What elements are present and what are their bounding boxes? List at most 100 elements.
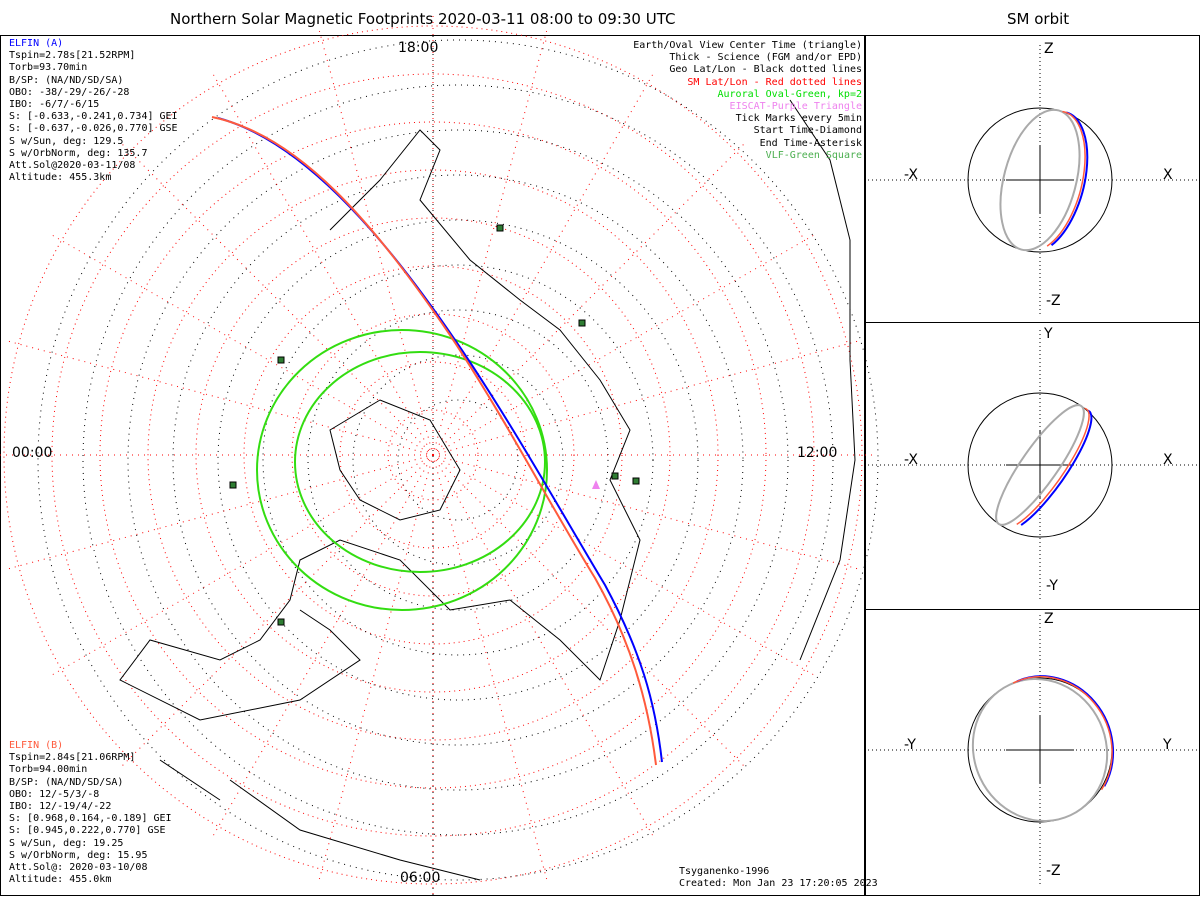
plot-title: Northern Solar Magnetic Footprints 2020-… [170, 10, 676, 28]
sm-lon-line [51, 454, 434, 676]
footer-model: Tsyganenko-1996 [679, 866, 770, 877]
elfin-a-line: S: [-0.637,-0.026,0.770] GSE [9, 123, 178, 135]
sm-lat-circle [243, 265, 623, 645]
time-label-bottom: 06:00 [400, 870, 441, 886]
elfin-a-orbit [1050, 111, 1089, 246]
eiscat-triangle [592, 480, 600, 489]
legend-item: Geo Lat/Lon - Black dotted lines [669, 64, 862, 76]
legend-item: End Time-Asterisk [759, 137, 862, 149]
sm-lon-line [432, 234, 815, 456]
geo-lat-circle [217, 219, 699, 701]
legend-item: Thick - Science (FGM and/or EPD) [669, 52, 862, 64]
sm-lat-circle [147, 169, 719, 741]
axis-label-left: -X [904, 452, 918, 468]
elfin-b-line: B/SP: (NA/ND/SD/SA) [9, 776, 124, 788]
coastlines [119, 99, 856, 881]
sm-lat-circle [51, 73, 815, 837]
sm-lon-line [7, 454, 434, 570]
sm-lon-line [212, 73, 434, 456]
elfin-b-line: IBO: 12/-19/4/-22 [9, 801, 112, 813]
sm-lon-line [318, 29, 434, 456]
coastline [119, 129, 641, 721]
geo-lat-circle [82, 84, 834, 836]
geo-lat-circle [307, 309, 609, 611]
elfin-b-line: S w/Sun, deg: 19.25 [9, 837, 124, 849]
geo-lat-circle [397, 399, 519, 521]
elfin-b-line: Tspin=2.84s[21.06RPM] [9, 752, 136, 764]
axis-label-left: -X [904, 167, 918, 183]
legend-item: EISCAT-Purple Triangle [729, 101, 862, 113]
sm-lon-line [318, 454, 434, 881]
elfin-a-line: Tspin=2.78s[21.52RPM] [9, 50, 136, 62]
sm-lat-circle [291, 313, 575, 597]
elfin-a-line: S w/OrbNorm, deg: 135.7 [9, 147, 148, 159]
sm-lat-circle [195, 217, 671, 693]
elfin-b-orbit [1012, 676, 1113, 791]
sm-lat-circle [339, 361, 527, 549]
geo-lat-circle [262, 264, 654, 656]
legend-item: VLF-Green Square [765, 149, 862, 161]
elfin-b-line: S: [0.945,0.222,0.770] GSE [9, 825, 166, 837]
legend: Earth/Oval View Center Time (triangle) Th… [633, 40, 862, 162]
time-label-right: 12:00 [797, 445, 838, 461]
elfin-b-info: ELFIN (B) Tspin=2.84s[21.06RPM] Torb=94.0… [9, 740, 172, 886]
legend-item: SM Lat/Lon - Red dotted lines [687, 76, 862, 88]
axis-label-top: Y [1044, 326, 1053, 342]
sm-lon-line [432, 454, 654, 837]
elfin-a-line: B/SP: (NA/ND/SD/SA) [9, 74, 124, 86]
coastline-east [789, 99, 856, 661]
elfin-a-line: IBO: -6/7/-6/15 [9, 99, 100, 111]
sm-lon-line [432, 454, 745, 767]
orbit-title: SM orbit [1007, 10, 1070, 28]
elfin-a-name: ELFIN (A) [9, 38, 64, 49]
legend-item: Earth/Oval View Center Time (triangle) [633, 40, 862, 51]
sm-lon-line [51, 234, 434, 456]
coastline-south [159, 759, 481, 881]
axis-label-left: -Y [904, 737, 916, 753]
elfin-a-line: Att.Sol@2020-03-11/08 [9, 160, 136, 172]
elfin-b-orbit [1016, 407, 1090, 526]
axis-label-bottom: -Z [1046, 293, 1061, 309]
auroral-ovals [256, 329, 548, 611]
axis-label-top: Z [1044, 611, 1054, 627]
elfin-a-line: OBO: -38/-29/-26/-28 [9, 86, 130, 98]
elfin-b-line: Torb=94.00min [9, 764, 88, 776]
sm-lon-line [121, 454, 434, 767]
elfin-a-line: Torb=93.70min [9, 62, 88, 74]
geo-lat-circle [127, 129, 789, 791]
sm-lat-circle [99, 121, 767, 789]
sm-lon-line [212, 454, 434, 837]
elfin-b-track [211, 116, 657, 766]
elfin-b-line: OBO: 12/-5/3/-8 [9, 788, 100, 800]
map-grid [0, 15, 879, 895]
orbit-panels [868, 45, 1198, 885]
sm-lat-circle [387, 409, 479, 501]
orbit-path [971, 678, 1109, 822]
map-frame [0, 35, 865, 896]
elfin-a-line: S: [-0.633,-0.241,0.734] GEI [9, 111, 178, 123]
sm-lon-line [432, 454, 815, 676]
time-label-left: 00:00 [12, 445, 53, 461]
elfin-a-info: ELFIN (A) Tspin=2.78s[21.52RPM] Torb=93.7… [9, 38, 178, 184]
elfin-b-orbit [1046, 110, 1086, 247]
geo-lat-circle [37, 39, 879, 881]
sm-lon-line [7, 340, 434, 456]
legend-item: Auroral Oval-Green, kp=2 [717, 88, 863, 100]
axis-label-right: X [1163, 167, 1173, 183]
geo-lat-circle [172, 174, 744, 746]
elfin-b-line: Altitude: 455.0km [9, 874, 112, 886]
axis-label-right: X [1163, 452, 1173, 468]
elfin-b-line: S w/OrbNorm, deg: 15.95 [9, 849, 148, 861]
sm-lon-line [432, 454, 548, 881]
legend-item: Start Time-Diamond [753, 125, 862, 137]
elfin-a-track [217, 117, 663, 763]
elfin-a-line: S w/Sun, deg: 129.5 [9, 135, 124, 147]
elfin-b-name: ELFIN (B) [9, 740, 64, 751]
geo-lat-circle [352, 354, 564, 566]
sm-lon-line [432, 340, 859, 456]
sm-lon-line [432, 143, 745, 456]
elfin-b-line: Att.Sol@: 2020-03-10/08 [9, 862, 148, 874]
sm-lon-line [432, 29, 548, 456]
